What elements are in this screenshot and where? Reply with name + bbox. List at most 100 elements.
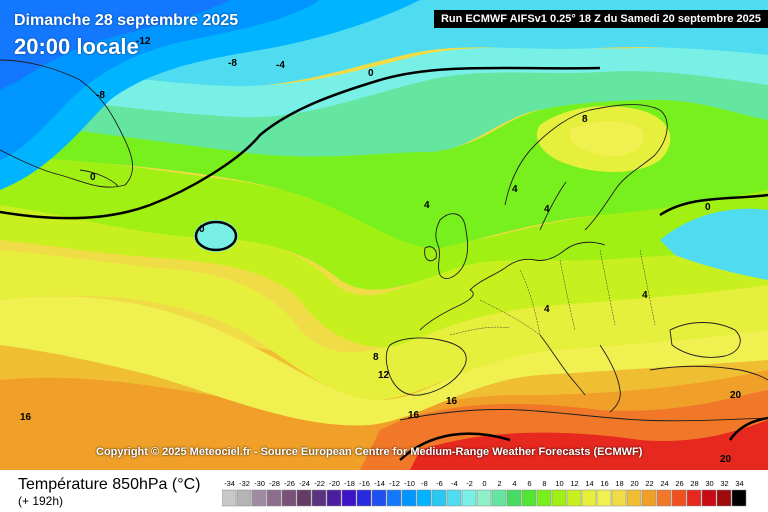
run-info-banner: Run ECMWF AIFSv1 0.25° 18 Z du Samedi 20… <box>434 10 768 28</box>
zone-2 <box>0 68 768 157</box>
iceland-cold <box>194 220 238 252</box>
scale-tick-label: 12 <box>570 479 578 488</box>
label-0-east: 0 <box>705 202 711 213</box>
scale-tick-label: 22 <box>645 479 653 488</box>
label-16-c: 16 <box>446 396 458 407</box>
zone-12 <box>0 250 768 400</box>
scale-tick-label: -2 <box>466 479 473 488</box>
label-16-east: 20 <box>730 390 742 401</box>
scale-swatch <box>701 489 717 507</box>
copyright-notice: Copyright © 2025 Meteociel.fr - Source E… <box>96 446 643 458</box>
scale-tick-label: 24 <box>660 479 668 488</box>
scale-swatch <box>341 489 357 507</box>
scale-swatch <box>401 489 417 507</box>
scale-tick-label: -26 <box>284 479 295 488</box>
scale-swatch <box>371 489 387 507</box>
scale-tick-label: 2 <box>497 479 501 488</box>
scale-swatch <box>656 489 672 507</box>
label-0-a: 0 <box>368 68 374 79</box>
scale-tick-label: 4 <box>512 479 516 488</box>
scale-tick-label: 6 <box>527 479 531 488</box>
scale-swatch <box>266 489 282 507</box>
label-16-b: 16 <box>408 410 420 421</box>
legend-subtitle: (+ 192h) <box>18 494 64 508</box>
scale-swatch <box>641 489 657 507</box>
scale-tick-label: -30 <box>254 479 265 488</box>
isotherm-20 <box>399 432 511 461</box>
label-4-e: 4 <box>544 304 550 315</box>
scale-tick-label: 30 <box>705 479 713 488</box>
scale-swatch <box>416 489 432 507</box>
scale-swatch <box>431 489 447 507</box>
scale-swatch <box>296 489 312 507</box>
scale-swatch <box>236 489 252 507</box>
scale-swatch <box>251 489 267 507</box>
label-0-b: 0 <box>90 172 96 183</box>
label-minus4: -4 <box>276 60 285 71</box>
label-minus8-b: -8 <box>96 90 105 101</box>
scale-swatch <box>626 489 642 507</box>
scale-tick-label: -6 <box>436 479 443 488</box>
scale-swatch <box>326 489 342 507</box>
scale-swatch <box>566 489 582 507</box>
label-minus12: -12 <box>136 36 151 47</box>
scale-tick-label: 26 <box>675 479 683 488</box>
scale-swatch <box>686 489 702 507</box>
scale-swatch <box>506 489 522 507</box>
scale-swatch <box>671 489 687 507</box>
scale-tick-label: 32 <box>720 479 728 488</box>
scale-swatch <box>386 489 402 507</box>
scale-tick-label: -28 <box>269 479 280 488</box>
scale-tick-label: -4 <box>451 479 458 488</box>
color-scale: -34 -32 -30 -28 -26 -24 -22 -20 -18 -16 -14 -12 -10-… <box>222 479 747 507</box>
scale-swatch <box>476 489 492 507</box>
scale-tick-label: 10 <box>555 479 563 488</box>
temperature-map: -8 -8 -4 0 0 0 4 4 4 4 8 8 12 16 16 16 2… <box>0 0 768 470</box>
scale-swatch <box>536 489 552 507</box>
scale-tick-label: 16 <box>600 479 608 488</box>
scale-swatch <box>716 489 732 507</box>
scale-tick-label: 0 <box>482 479 486 488</box>
coastlines <box>0 59 768 422</box>
scale-tick-label: 8 <box>542 479 546 488</box>
forecast-date: Dimanche 28 septembre 2025 <box>14 12 239 29</box>
zone-28 <box>410 420 768 470</box>
borders <box>449 249 656 336</box>
label-4-b: 4 <box>512 184 518 195</box>
label-12: 12 <box>378 370 390 381</box>
scale-swatch <box>446 489 462 507</box>
label-8-b: 8 <box>373 352 379 363</box>
forecast-time: 20:00 locale <box>14 34 139 59</box>
legend-title: Température 850hPa (°C) <box>18 476 201 493</box>
label-8-a: 8 <box>582 114 588 125</box>
scale-tick-label: 18 <box>615 479 623 488</box>
zone-14 <box>0 296 768 426</box>
iceland-isotherm <box>194 220 238 252</box>
east-cold-pool <box>660 208 768 280</box>
scale-tick-label: -10 <box>404 479 415 488</box>
scale-swatch <box>281 489 297 507</box>
label-0-c: 0 <box>199 224 205 235</box>
scale-swatch <box>356 489 372 507</box>
scale-swatch <box>222 489 237 507</box>
scale-tick-label: -20 <box>329 479 340 488</box>
label-4-c: 4 <box>544 204 550 215</box>
scale-tick-label: 28 <box>690 479 698 488</box>
scale-tick-label: -34 <box>224 479 235 488</box>
scale-tick-label: 20 <box>630 479 638 488</box>
scale-swatch <box>521 489 537 507</box>
scale-swatch <box>596 489 612 507</box>
label-minus8-a: -8 <box>228 58 237 69</box>
isotherm-0 <box>0 66 601 220</box>
scale-swatch <box>551 489 567 507</box>
scale-tick-label: -14 <box>374 479 385 488</box>
scale-swatch <box>311 489 327 507</box>
scale-tick-label: -8 <box>421 479 428 488</box>
label-4-d: 4 <box>642 290 648 301</box>
scandinavia-core <box>570 121 644 157</box>
scale-tick-label: -32 <box>239 479 250 488</box>
scale-tick-label: 34 <box>735 479 743 488</box>
scale-tick-label: -22 <box>314 479 325 488</box>
label-20: 20 <box>720 454 732 465</box>
